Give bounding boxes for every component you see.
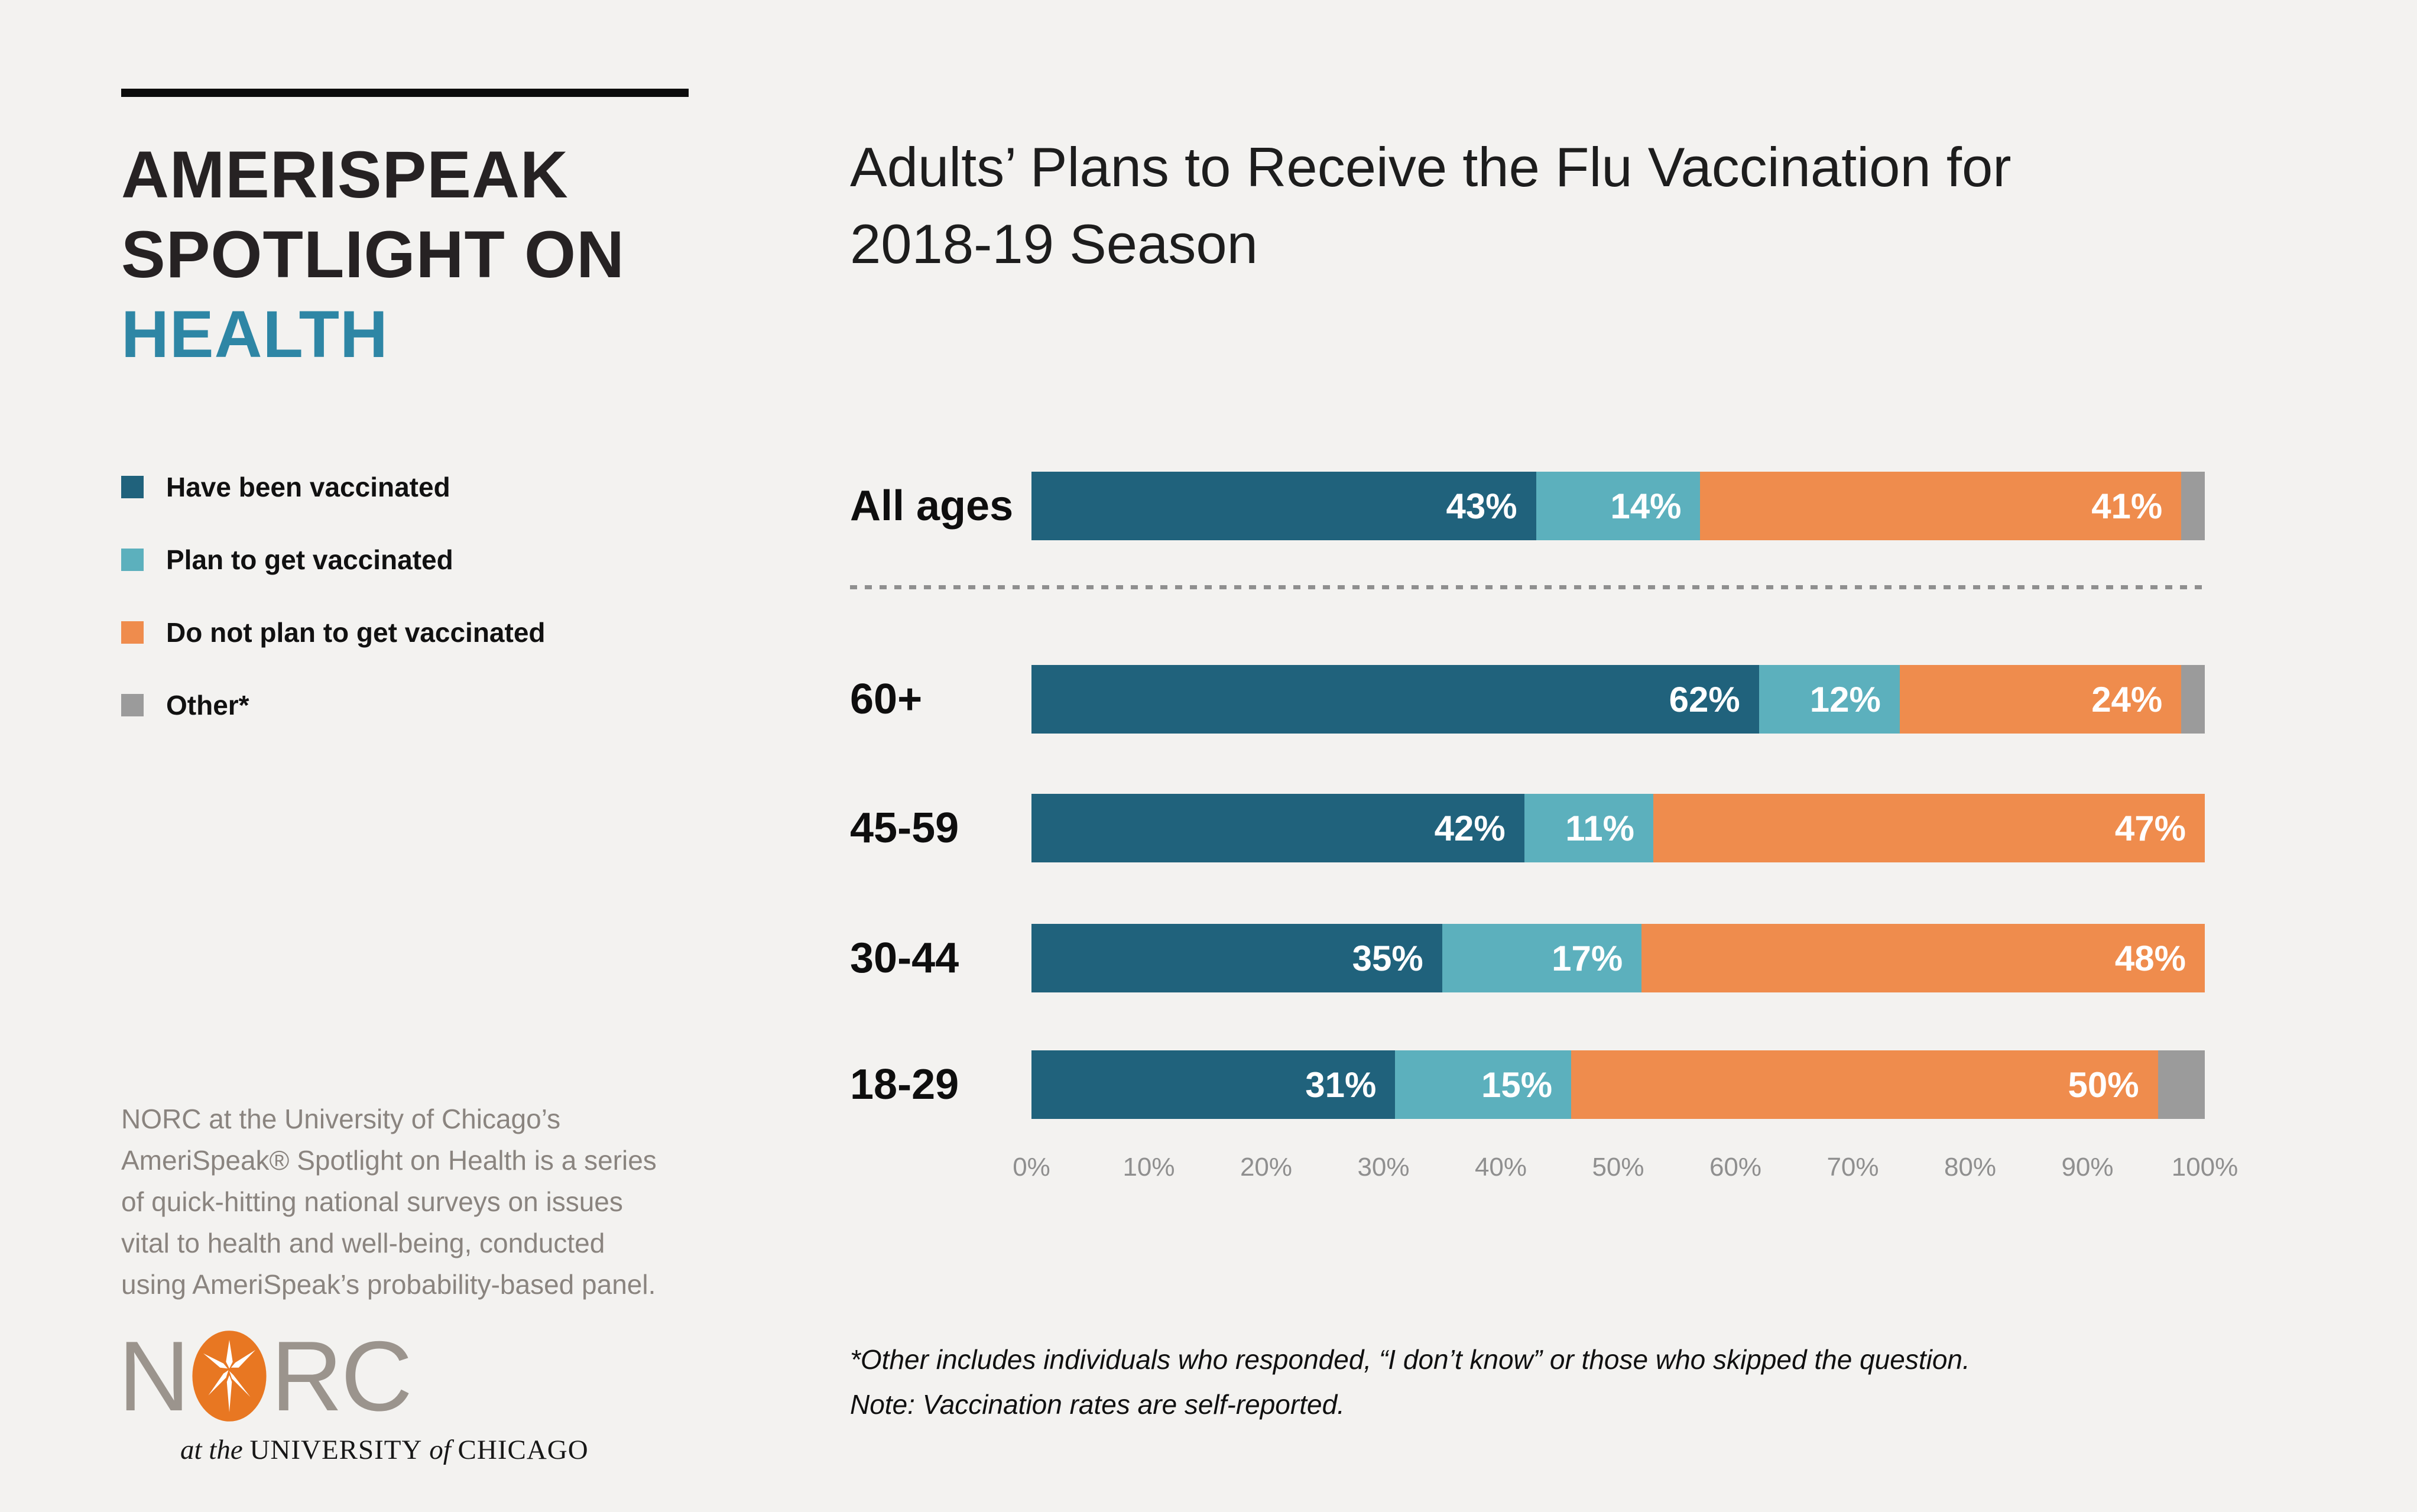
x-axis-tick: 10% xyxy=(1122,1153,1175,1182)
bar-segment-have-been-vaccinated: 43% xyxy=(1031,472,1536,540)
bar-row-label: 45-59 xyxy=(850,804,959,852)
x-axis-tick: 40% xyxy=(1474,1153,1527,1182)
brand-title: AMERISPEAK SPOTLIGHT ON HEALTH xyxy=(121,135,625,374)
x-axis-tick: 20% xyxy=(1240,1153,1293,1182)
bar-segment-plan-to-get-vaccinated: 15% xyxy=(1395,1050,1572,1119)
bar-row-label: All ages xyxy=(850,482,1014,530)
bar-value-label: 31% xyxy=(1305,1065,1377,1105)
x-axis-tick: 80% xyxy=(1944,1153,1997,1182)
bar-segment-plan-to-get-vaccinated: 17% xyxy=(1442,924,1642,992)
x-axis-tick: 90% xyxy=(2061,1153,2114,1182)
x-axis-tick: 60% xyxy=(1709,1153,1762,1182)
bar-row-label: 18-29 xyxy=(850,1061,959,1108)
bar-row-label: 30-44 xyxy=(850,935,959,982)
bar-segment-do-not-plan-to-get-vaccinated: 48% xyxy=(1641,924,2205,992)
bar-segment-have-been-vaccinated: 31% xyxy=(1031,1050,1396,1119)
bar-segment-plan-to-get-vaccinated: 11% xyxy=(1524,794,1654,862)
brand-title-line3: HEALTH xyxy=(121,297,388,371)
bar-segment-plan-to-get-vaccinated: 14% xyxy=(1536,472,1701,540)
x-axis-tick: 50% xyxy=(1592,1153,1644,1182)
legend-label: Other* xyxy=(166,690,249,721)
bar-value-label: 42% xyxy=(1434,808,1506,848)
bar-segment-do-not-plan-to-get-vaccinated: 41% xyxy=(1700,472,2182,540)
legend-swatch xyxy=(121,549,144,571)
title-rule xyxy=(121,89,689,97)
tagline-chicago: CHICAGO xyxy=(458,1435,589,1465)
legend-label: Plan to get vaccinated xyxy=(166,544,453,575)
bar-value-label: 24% xyxy=(2091,679,2163,719)
legend-label: Do not plan to get vaccinated xyxy=(166,617,546,648)
x-axis-tick: 70% xyxy=(1826,1153,1879,1182)
x-axis-tick: 100% xyxy=(2171,1153,2238,1182)
bar-value-label: 15% xyxy=(1481,1065,1553,1105)
bar-value-label: 43% xyxy=(1446,486,1517,526)
bar-segment-do-not-plan-to-get-vaccinated: 24% xyxy=(1899,665,2182,734)
bar-value-label: 35% xyxy=(1352,938,1423,978)
norc-logo: N RC at the UNIVERSITY of CHICAGO xyxy=(118,1320,589,1466)
norc-starburst-icon xyxy=(192,1329,267,1423)
legend-item: Plan to get vaccinated xyxy=(121,544,546,575)
legend-swatch xyxy=(121,694,144,716)
bar-segment-other xyxy=(2158,1050,2205,1119)
legend-item: Have been vaccinated xyxy=(121,472,546,502)
legend-item: Other* xyxy=(121,690,546,721)
bar-segment-do-not-plan-to-get-vaccinated: 50% xyxy=(1571,1050,2158,1119)
legend: Have been vaccinated Plan to get vaccinat… xyxy=(121,472,546,764)
legend-swatch xyxy=(121,621,144,644)
bar-value-label: 11% xyxy=(1565,808,1635,848)
legend-item: Do not plan to get vaccinated xyxy=(121,617,546,648)
chart-title: Adults’ Plans to Receive the Flu Vaccina… xyxy=(850,136,2012,275)
legend-label: Have been vaccinated xyxy=(166,472,450,502)
all-ages-divider xyxy=(850,585,2210,589)
tagline-at-the: at the xyxy=(180,1435,250,1465)
tagline-of: of xyxy=(422,1435,458,1465)
norc-letters-rc: RC xyxy=(271,1320,413,1432)
bar-segment-plan-to-get-vaccinated: 12% xyxy=(1759,665,1900,734)
tagline-university: UNIVERSITY xyxy=(249,1435,423,1465)
bar-value-label: 50% xyxy=(2068,1065,2139,1105)
bar-value-label: 41% xyxy=(2091,486,2163,526)
bar-value-label: 48% xyxy=(2114,938,2186,978)
bar-segment-have-been-vaccinated: 42% xyxy=(1031,794,1524,862)
norc-wordmark: N RC xyxy=(118,1320,589,1432)
norc-letter-n: N xyxy=(118,1320,190,1432)
bar-segment-have-been-vaccinated: 35% xyxy=(1031,924,1442,992)
bar-value-label: 12% xyxy=(1809,679,1881,719)
bar-value-label: 14% xyxy=(1610,486,1682,526)
brand-title-line1: AMERISPEAK xyxy=(121,138,569,212)
x-axis-tick: 0% xyxy=(1013,1153,1050,1182)
bar-segment-do-not-plan-to-get-vaccinated: 47% xyxy=(1653,794,2205,862)
brand-title-line2: SPOTLIGHT ON xyxy=(121,218,625,291)
x-axis-tick: 30% xyxy=(1357,1153,1410,1182)
bar-value-label: 47% xyxy=(2114,808,2186,848)
bar-value-label: 62% xyxy=(1669,679,1740,719)
bar-row-label: 60+ xyxy=(850,676,923,723)
norc-tagline: at the UNIVERSITY of CHICAGO xyxy=(180,1434,589,1466)
legend-swatch xyxy=(121,476,144,498)
bar-value-label: 17% xyxy=(1552,938,1623,978)
bar-segment-other xyxy=(2181,665,2205,734)
bar-segment-other xyxy=(2181,472,2205,540)
bar-segment-have-been-vaccinated: 62% xyxy=(1031,665,1759,734)
chart-footnote: *Other includes individuals who responde… xyxy=(850,1344,1970,1420)
about-text: NORC at the University of Chicago’s Amer… xyxy=(121,1104,657,1300)
